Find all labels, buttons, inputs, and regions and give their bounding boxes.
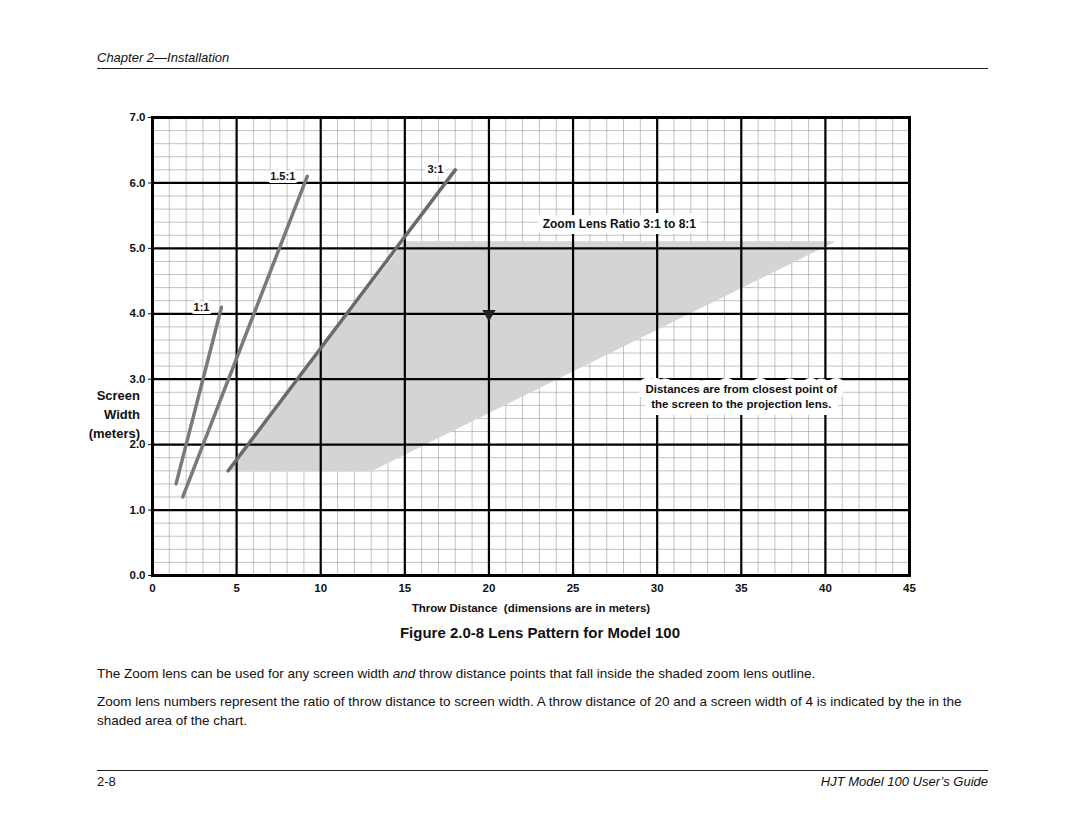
svg-text:1:1: 1:1 <box>194 301 210 313</box>
svg-text:7.0: 7.0 <box>130 111 146 123</box>
html-text:The Zoom lens can be used for: The Zoom lens can be used for any screen… <box>97 666 816 681</box>
svg-text:Zoom Lens Ratio 3:1 to 8:1: Zoom Lens Ratio 3:1 to 8:1 <box>543 217 697 231</box>
svg-text:0: 0 <box>149 582 155 594</box>
svg-text:15: 15 <box>398 582 411 594</box>
html-text:Figure 2.0-8 Lens Pattern for: Figure 2.0-8 Lens Pattern for Model 100 <box>400 624 680 641</box>
html-text:Chapter 2—Installation: Chapter 2—Installation <box>97 50 230 65</box>
svg-text:2.0: 2.0 <box>129 438 146 451</box>
svg-text:3.0: 3.0 <box>130 373 146 385</box>
svg-text:10: 10 <box>314 582 327 594</box>
html-text:Screen: Screen <box>96 388 140 403</box>
svg-text:30: 30 <box>651 582 664 594</box>
svg-text:35: 35 <box>735 582 748 594</box>
svg-text:Throw Distance (dimensions ar: Throw Distance (dimensions are in meters… <box>412 602 651 614</box>
svg-text:5: 5 <box>233 582 240 594</box>
html-text:(meters): (meters) <box>88 426 140 441</box>
svg-text:20: 20 <box>483 582 496 594</box>
svg-text:1.5:1: 1.5:1 <box>270 170 295 182</box>
svg-text:1.0: 1.0 <box>130 504 146 516</box>
svg-text:5.0: 5.0 <box>130 242 146 254</box>
svg-text:Distances are from closest poi: Distances are from closest point ofthe s… <box>645 383 837 410</box>
svg-text:45: 45 <box>903 582 916 594</box>
html-text:HJT Model 100 User’s Guide: HJT Model 100 User’s Guide <box>820 774 988 789</box>
svg-text:40: 40 <box>819 582 832 594</box>
svg-text:25: 25 <box>567 582 580 594</box>
svg-text:6.0: 6.0 <box>130 177 146 189</box>
svg-text:4.0: 4.0 <box>130 307 146 319</box>
html-text:2-8: 2-8 <box>97 774 116 789</box>
html-text:Zoom lens numbers represent th: Zoom lens numbers represent the ratio of… <box>97 694 962 728</box>
svg-text:3:1: 3:1 <box>427 163 443 175</box>
html-text:Width: Width <box>104 407 140 422</box>
svg-text:0.0: 0.0 <box>130 569 146 581</box>
